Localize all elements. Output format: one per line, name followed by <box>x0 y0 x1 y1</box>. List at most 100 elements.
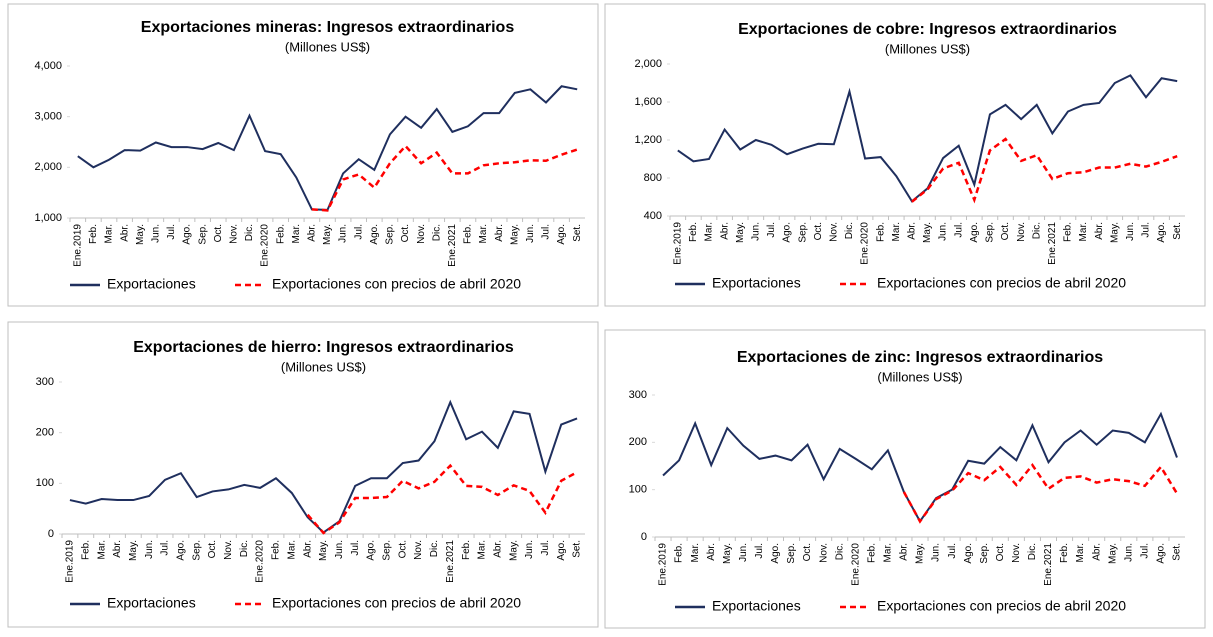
x-tick-label: Jul. <box>160 540 171 556</box>
x-tick-label: Jun. <box>144 540 155 559</box>
y-tick-label: 0 <box>641 531 647 543</box>
x-tick-label: Dic. <box>844 222 855 239</box>
x-tick-label: Oct. <box>1000 222 1011 240</box>
x-tick-label: Jun. <box>525 224 536 243</box>
x-tick-label: Abr. <box>112 540 123 558</box>
x-tick-label: Ago. <box>770 543 781 564</box>
x-tick-label: Abr. <box>719 222 730 240</box>
y-tick-label: 2,000 <box>634 58 662 70</box>
x-tick-label: May. <box>509 224 520 245</box>
x-tick-label: Oct. <box>397 540 408 558</box>
y-tick-label: 3,000 <box>34 111 62 123</box>
x-tick-label: Oct. <box>813 222 824 240</box>
x-tick-label: Ene.2020 <box>850 543 861 586</box>
x-tick-label: Nov. <box>818 543 829 563</box>
x-tick-label: Sep. <box>979 543 990 564</box>
x-tick-label: May. <box>508 540 519 561</box>
chart-subtitle: (Millones US$) <box>285 39 370 54</box>
y-tick-label: 800 <box>644 172 662 184</box>
x-tick-label: Ago. <box>176 540 187 561</box>
series-line <box>902 462 1179 524</box>
x-tick-label: Ago. <box>1156 543 1167 564</box>
x-tick-label: May. <box>128 540 139 561</box>
x-tick-label: Abr. <box>119 224 130 242</box>
x-tick-label: Dic. <box>431 224 442 241</box>
x-tick-label: Ene.2021 <box>1047 222 1058 265</box>
chart-panel: Exportaciones de cobre: Ingresos extraor… <box>604 3 1206 307</box>
x-tick-label: Ago. <box>963 543 974 564</box>
x-tick-label: Nov. <box>416 224 427 244</box>
x-tick-label: Mar. <box>1078 222 1089 241</box>
panel-border <box>7 3 599 307</box>
x-tick-label: Jun. <box>338 224 349 243</box>
x-tick-label: Mar. <box>1075 543 1086 562</box>
x-tick-label: Ene.2019 <box>65 540 76 583</box>
x-tick-label: Mar. <box>477 540 488 559</box>
x-tick-label: May. <box>135 224 146 245</box>
x-tick-label: Mar. <box>891 222 902 241</box>
x-tick-label: May. <box>318 540 329 561</box>
x-tick-label: Ago. <box>782 222 793 243</box>
legend-label: Exportaciones <box>107 595 196 611</box>
x-tick-label: Mar. <box>96 540 107 559</box>
x-tick-label: Jul. <box>953 222 964 238</box>
x-tick-label: Sep. <box>191 540 202 561</box>
y-tick-label: 0 <box>48 528 54 540</box>
x-tick-label: Ago. <box>369 224 380 245</box>
x-tick-label: Oct. <box>213 224 224 242</box>
x-tick-label: Nov. <box>829 222 840 242</box>
x-tick-label: May. <box>1109 222 1120 243</box>
y-tick-label: 100 <box>36 477 54 489</box>
x-tick-label: Nov. <box>1016 222 1027 242</box>
x-tick-label: Ene.2020 <box>260 224 271 267</box>
legend-label: Exportaciones con precios de abril 2020 <box>272 276 521 292</box>
x-tick-label: Jun. <box>150 224 161 243</box>
x-tick-label: Ago. <box>1156 222 1167 243</box>
x-tick-label: Feb. <box>866 543 877 563</box>
x-tick-label: Feb. <box>1063 222 1074 242</box>
x-tick-label: Jul. <box>1139 543 1150 559</box>
x-tick-label: Sep. <box>197 224 208 245</box>
x-tick-label: Feb. <box>674 543 685 563</box>
y-tick-label: 4,000 <box>34 60 62 72</box>
y-tick-label: 1,000 <box>34 212 62 224</box>
x-tick-label: Jul. <box>541 224 552 240</box>
x-tick-label: Ene.2019 <box>72 224 83 267</box>
legend-label: Exportaciones <box>107 276 196 292</box>
x-tick-label: Ene.2021 <box>445 540 456 583</box>
x-tick-label: Ene.2019 <box>672 222 683 265</box>
x-tick-label: Abr. <box>1094 222 1105 240</box>
x-tick-label: Mar. <box>704 222 715 241</box>
x-tick-label: Jul. <box>754 543 765 559</box>
x-tick-label: Abr. <box>1091 543 1102 561</box>
chart-subtitle: (Millones US$) <box>877 369 962 384</box>
x-tick-label: Jul. <box>947 543 958 559</box>
x-tick-label: May. <box>322 224 333 245</box>
panel-border <box>7 321 599 628</box>
x-tick-label: Jul. <box>1141 222 1152 238</box>
x-tick-label: Jun. <box>524 540 535 559</box>
y-tick-label: 2,000 <box>34 161 62 173</box>
x-tick-label: Jun. <box>931 543 942 562</box>
y-tick-label: 1,600 <box>634 96 662 108</box>
x-tick-label: Set. <box>572 224 583 242</box>
x-tick-label: Nov. <box>1011 543 1022 563</box>
legend-label: Exportaciones con precios de abril 2020 <box>877 275 1126 291</box>
x-tick-label: Abr. <box>307 224 318 242</box>
x-tick-label: Mar. <box>104 224 115 243</box>
x-tick-label: May. <box>915 543 926 564</box>
chart-title: Exportaciones de hierro: Ingresos extrao… <box>133 339 514 356</box>
y-tick-label: 300 <box>629 389 647 401</box>
y-tick-label: 100 <box>629 484 647 496</box>
x-tick-label: Jun. <box>1123 543 1134 562</box>
legend-label: Exportaciones con precios de abril 2020 <box>272 595 521 611</box>
chart-panel: Exportaciones de zinc: Ingresos extraord… <box>604 329 1206 629</box>
legend-label: Exportaciones con precios de abril 2020 <box>877 598 1126 614</box>
x-tick-label: May. <box>735 222 746 243</box>
x-tick-label: Jun. <box>738 543 749 562</box>
y-tick-label: 400 <box>644 210 662 222</box>
x-tick-label: Jul. <box>353 224 364 240</box>
x-tick-label: Feb. <box>271 540 282 560</box>
x-tick-label: Jul. <box>350 540 361 556</box>
